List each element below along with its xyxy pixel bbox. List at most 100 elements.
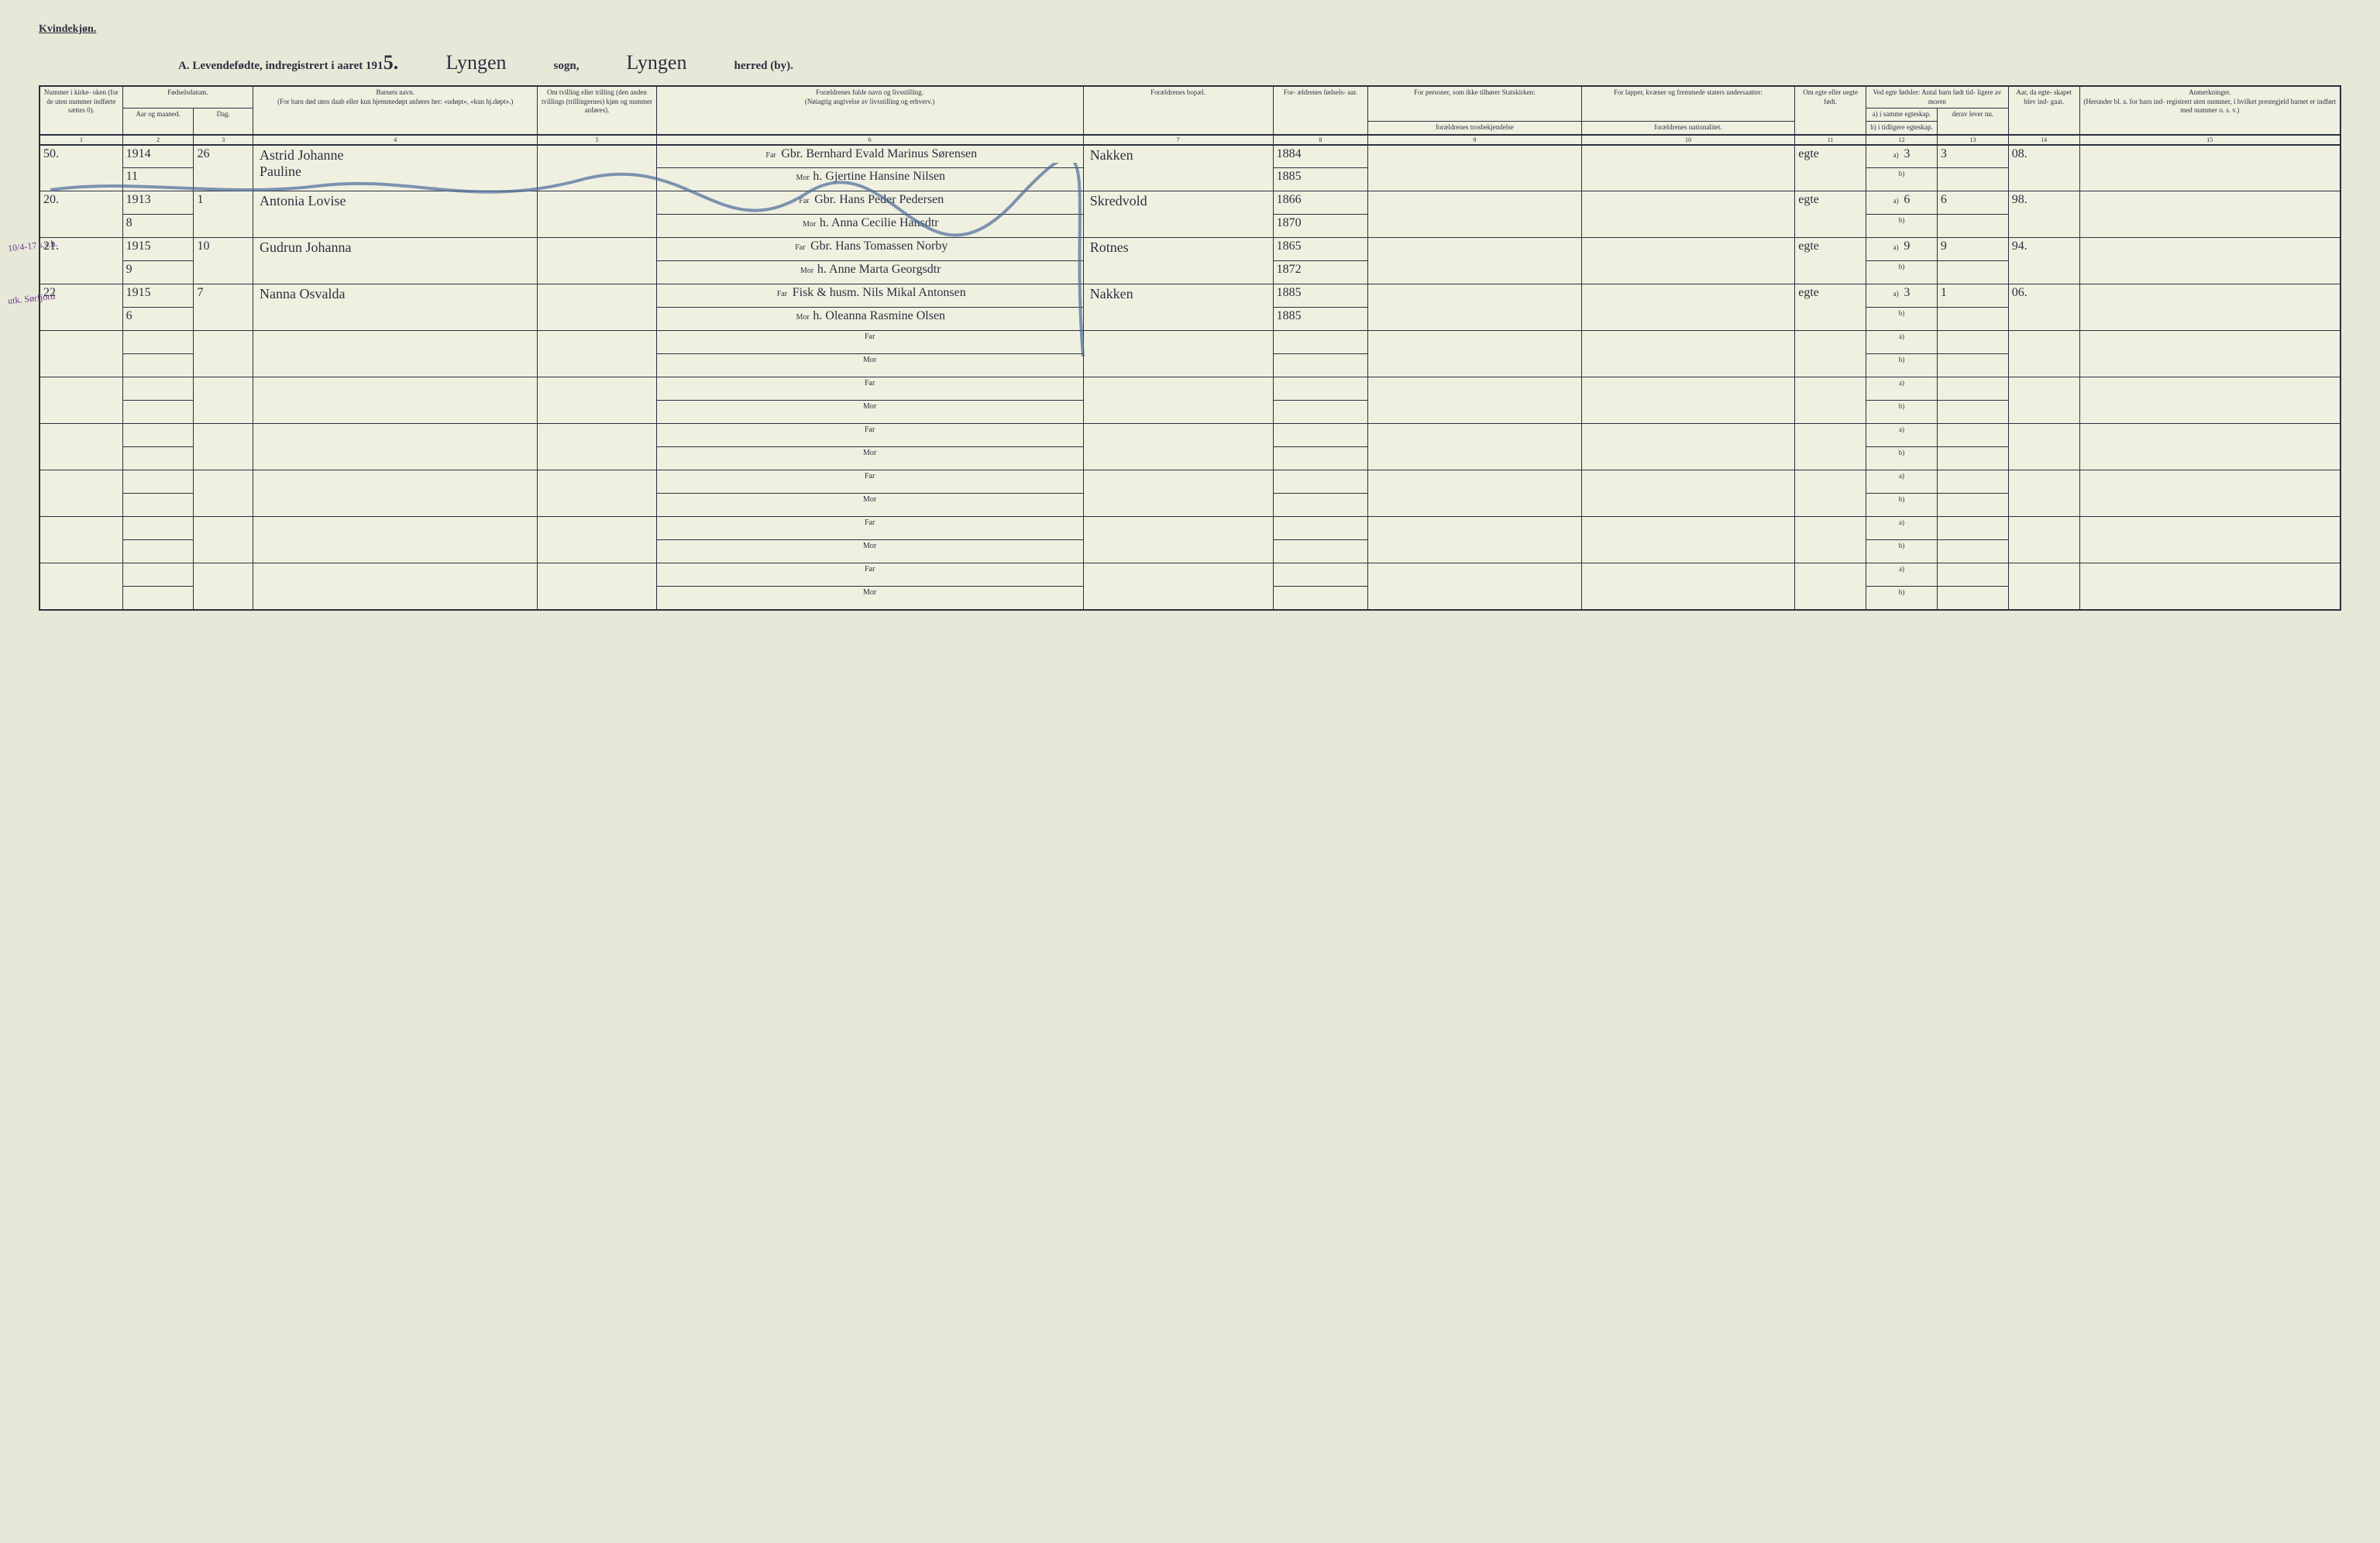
col-header-10sub: forældrenes nationalitet. xyxy=(1581,122,1795,135)
cell-14: 94. xyxy=(2008,238,2079,284)
col6-sub: (Nøiagtig angivelse av livsstilling og e… xyxy=(660,98,1080,107)
col-header-12a: a) i samme egteskap. xyxy=(1866,108,1938,122)
col-header-12: Ved egte fødsler: Antal barn født tid- l… xyxy=(1866,86,2009,108)
colnum: 13 xyxy=(1937,135,2008,145)
table-row: Far a) xyxy=(40,563,2340,587)
cell-12a: a) 3 xyxy=(1866,284,1938,308)
cell-12b: b) xyxy=(1866,308,1938,331)
cell-aar: 1914 xyxy=(122,145,194,168)
cell-14: 98. xyxy=(2008,191,2079,238)
colnum: 9 xyxy=(1368,135,1582,145)
table-header: Nummer i kirke- oken (for de uten nummer… xyxy=(40,86,2340,145)
cell-far: Far Fisk & husm. Nils Mikal Antonsen xyxy=(656,284,1083,308)
col-header-8: For- ældrenes fødsels- aar. xyxy=(1273,86,1367,135)
col-header-13: derav lever nu. xyxy=(1937,108,2008,135)
year-suffix: 5. xyxy=(383,51,399,74)
cell-barn: Antonia Lovise xyxy=(253,191,538,238)
cell-14: 06. xyxy=(2008,284,2079,331)
colnum: 2 xyxy=(122,135,194,145)
cell-faar: 1884 xyxy=(1273,145,1367,168)
cell-twin xyxy=(538,145,656,191)
colnum: 6 xyxy=(656,135,1083,145)
col-header-9sub: forældrenes trosbekjendelse xyxy=(1368,122,1582,135)
cell-barn: Nanna Osvalda xyxy=(253,284,538,331)
cell-mnd: 8 xyxy=(122,215,194,238)
cell-num: 20. xyxy=(40,191,122,238)
table-row: Far a) xyxy=(40,377,2340,401)
cell-aar: 1913 xyxy=(122,191,194,215)
page-header: Kvindekjøn. A. Levendefødte, indregistre… xyxy=(39,23,2341,74)
cell-maar: 1885 xyxy=(1273,308,1367,331)
col-header-11: Om egte eller uegte født. xyxy=(1795,86,1866,135)
colnum: 15 xyxy=(2079,135,2340,145)
cell-12b: b) xyxy=(1866,261,1938,284)
herred-label: herred (by). xyxy=(734,60,793,73)
cell-12b: b) xyxy=(1866,168,1938,191)
register-table: Nummer i kirke- oken (for de uten nummer… xyxy=(39,85,2341,611)
cell-nat xyxy=(1581,238,1795,284)
col15-sub: (Herunder bl. a. for barn ind- registrer… xyxy=(2083,98,2337,115)
col-header-1: Nummer i kirke- oken (for de uten nummer… xyxy=(40,86,122,135)
cell-egte: egte xyxy=(1795,284,1866,331)
cell-mor: Mor h. Gjertine Hansine Nilsen xyxy=(656,168,1083,191)
cell-13: 1 xyxy=(1937,284,2008,308)
cell-nat xyxy=(1581,284,1795,331)
cell-mor: Mor h. Anne Marta Georgsdtr xyxy=(656,261,1083,284)
title-prefix-text: A. Levendefødte, indregistrert i aaret 1… xyxy=(178,60,383,72)
cell-aar: 1915 xyxy=(122,238,194,261)
cell-13: 9 xyxy=(1937,238,2008,261)
cell-anm xyxy=(2079,238,2340,284)
cell-tros xyxy=(1368,145,1582,191)
cell-tros xyxy=(1368,238,1582,284)
cell-13b xyxy=(1937,168,2008,191)
colnum: 12 xyxy=(1866,135,1938,145)
table-row: 20. 1913 1 Antonia Lovise Far Gbr. Hans … xyxy=(40,191,2340,215)
cell-twin xyxy=(538,238,656,284)
cell-dag: 7 xyxy=(194,284,253,331)
table-row: 21. 1915 10 Gudrun Johanna Far Gbr. Hans… xyxy=(40,238,2340,261)
cell-14: 08. xyxy=(2008,145,2079,191)
col15-title: Anmerkninger. xyxy=(2083,88,2337,98)
colnum: 3 xyxy=(194,135,253,145)
cell-12a: a) 3 xyxy=(1866,145,1938,168)
cell-far: Far Gbr. Bernhard Evald Marinus Sørensen xyxy=(656,145,1083,168)
cell-dag: 26 xyxy=(194,145,253,191)
col-header-9: For personer, som ikke tilhører Statskir… xyxy=(1368,86,1582,122)
colnum: 11 xyxy=(1795,135,1866,145)
col4-title: Barnets navn. xyxy=(256,88,534,98)
colnum: 14 xyxy=(2008,135,2079,145)
table-row: Far a) xyxy=(40,424,2340,447)
cell-aar: 1915 xyxy=(122,284,194,308)
cell-mnd: 11 xyxy=(122,168,194,191)
cell-anm xyxy=(2079,191,2340,238)
colnum: 5 xyxy=(538,135,656,145)
cell-num: 50. xyxy=(40,145,122,191)
cell-tros xyxy=(1368,191,1582,238)
col-header-5: Om tvilling eller trilling (den anden tv… xyxy=(538,86,656,135)
title-prefix: A. Levendefødte, indregistrert i aaret 1… xyxy=(178,51,399,74)
cell-12a: a) 6 xyxy=(1866,191,1938,215)
table-row: 50. 1914 26 Astrid JohannePauline Far Gb… xyxy=(40,145,2340,168)
cell-mor: Mor h. Anna Cecilie Hansdtr xyxy=(656,215,1083,238)
cell-dag: 10 xyxy=(194,238,253,284)
cell-nat xyxy=(1581,145,1795,191)
cell-bopel: Nakken xyxy=(1083,145,1273,191)
cell-bopel: Rotnes xyxy=(1083,238,1273,284)
herred-value: Lyngen xyxy=(602,51,710,74)
sogn-label: sogn, xyxy=(554,60,580,73)
cell-dag: 1 xyxy=(194,191,253,238)
cell-barn: Astrid JohannePauline xyxy=(253,145,538,191)
col-header-7: Forældrenes bopæl. xyxy=(1083,86,1273,135)
cell-egte: egte xyxy=(1795,145,1866,191)
col4-sub: (For barn død uten daab eller kun hjemme… xyxy=(256,98,534,107)
cell-mor: Mor h. Oleanna Rasmine Olsen xyxy=(656,308,1083,331)
cell-mnd: 6 xyxy=(122,308,194,331)
colnum: 1 xyxy=(40,135,122,145)
cell-bopel: Nakken xyxy=(1083,284,1273,331)
cell-anm xyxy=(2079,145,2340,191)
colnum-row: 1 2 3 4 5 6 7 8 9 10 11 12 13 14 15 xyxy=(40,135,2340,145)
table-row: Far a) xyxy=(40,517,2340,540)
cell-egte: egte xyxy=(1795,238,1866,284)
cell-far: Far Gbr. Hans Tomassen Norby xyxy=(656,238,1083,261)
col-header-6: Forældrenes fulde navn og livsstilling. … xyxy=(656,86,1083,135)
